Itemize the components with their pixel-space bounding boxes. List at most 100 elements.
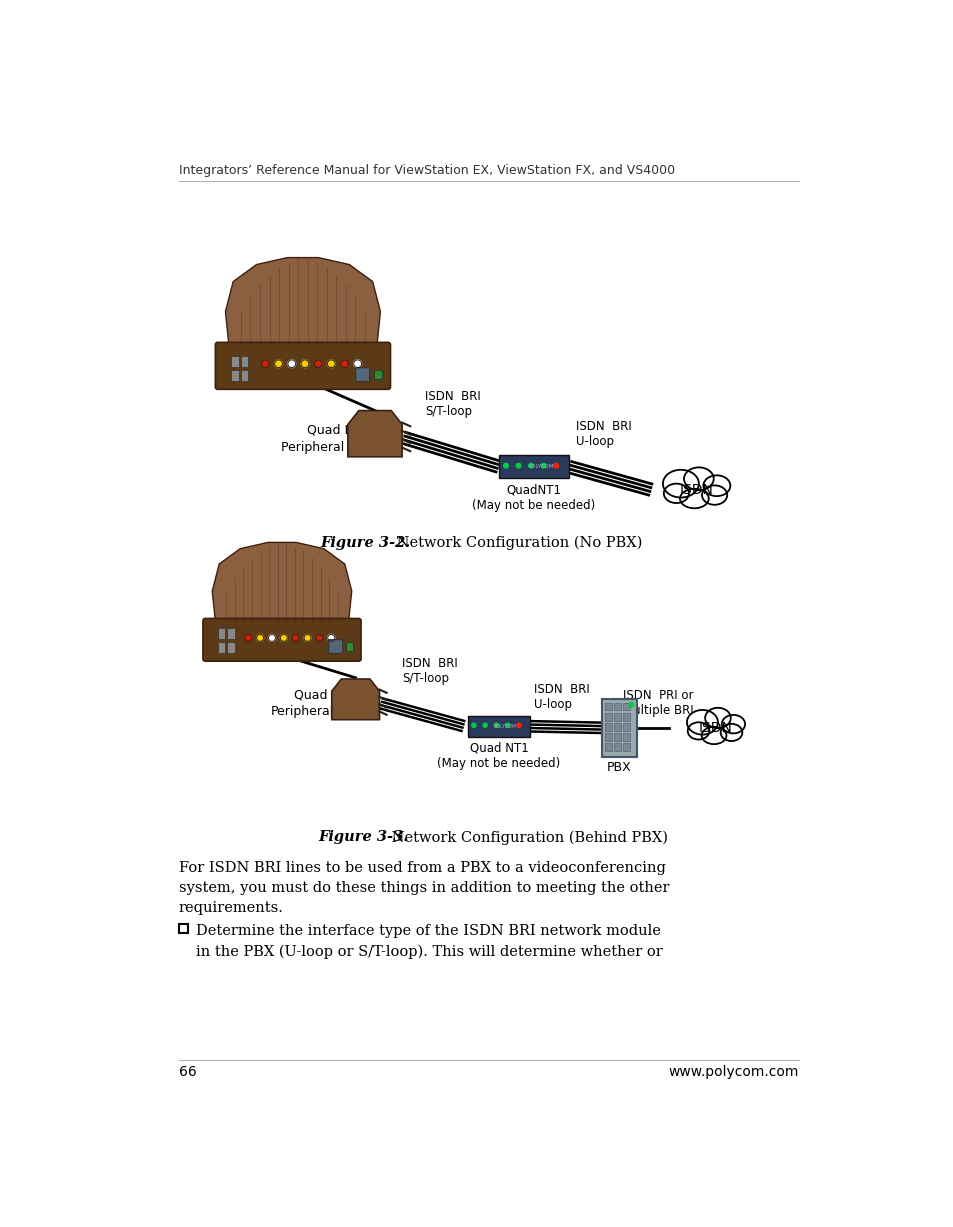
Circle shape <box>540 464 545 467</box>
FancyBboxPatch shape <box>217 642 225 653</box>
Circle shape <box>304 634 311 642</box>
FancyBboxPatch shape <box>231 371 239 380</box>
Text: Integrators’ Reference Manual for ViewStation EX, ViewStation FX, and VS4000: Integrators’ Reference Manual for ViewSt… <box>179 164 675 177</box>
Circle shape <box>328 634 335 642</box>
Ellipse shape <box>704 708 730 728</box>
Text: Figure 3-3.: Figure 3-3. <box>318 831 409 844</box>
Polygon shape <box>332 679 379 720</box>
Circle shape <box>503 464 508 467</box>
Text: ISDN  BRI
S/T-loop: ISDN BRI S/T-loop <box>425 390 480 418</box>
Text: PeripheralLink: PeripheralLink <box>270 706 359 718</box>
Ellipse shape <box>702 475 730 496</box>
Text: ISDN  PRI or
Multiple BRI: ISDN PRI or Multiple BRI <box>622 690 693 718</box>
Text: PBX: PBX <box>606 761 631 774</box>
Circle shape <box>554 464 558 467</box>
FancyBboxPatch shape <box>622 723 630 730</box>
Ellipse shape <box>700 726 725 744</box>
Text: POLYCOM: POLYCOM <box>528 464 553 469</box>
Circle shape <box>256 634 263 642</box>
FancyBboxPatch shape <box>345 642 353 652</box>
Circle shape <box>245 634 252 642</box>
FancyBboxPatch shape <box>227 628 234 639</box>
Circle shape <box>292 634 299 642</box>
FancyBboxPatch shape <box>227 642 234 653</box>
Circle shape <box>288 360 295 368</box>
Text: For ISDN BRI lines to be used from a PBX to a videoconferencing
system, you must: For ISDN BRI lines to be used from a PBX… <box>179 861 669 915</box>
Circle shape <box>482 723 487 728</box>
Circle shape <box>517 723 520 728</box>
FancyBboxPatch shape <box>240 371 248 380</box>
Polygon shape <box>225 258 380 347</box>
Circle shape <box>280 634 287 642</box>
Circle shape <box>327 360 335 368</box>
FancyBboxPatch shape <box>614 723 620 730</box>
Text: Network Configuration (Behind PBX): Network Configuration (Behind PBX) <box>386 831 667 844</box>
Text: POLYCOM: POLYCOM <box>493 724 517 729</box>
Ellipse shape <box>686 710 718 735</box>
Text: ISDN  BRI
S/T-loop: ISDN BRI S/T-loop <box>402 658 457 686</box>
Text: ISDN  BRI
U-loop: ISDN BRI U-loop <box>534 683 589 710</box>
Circle shape <box>528 464 533 467</box>
FancyBboxPatch shape <box>622 713 630 720</box>
Circle shape <box>268 634 275 642</box>
Circle shape <box>516 464 520 467</box>
Circle shape <box>472 723 476 728</box>
Text: Peripheral Link: Peripheral Link <box>281 440 374 454</box>
Circle shape <box>314 360 322 368</box>
FancyBboxPatch shape <box>601 699 636 757</box>
FancyBboxPatch shape <box>604 742 611 751</box>
Text: Quad BRI: Quad BRI <box>294 690 352 702</box>
Ellipse shape <box>720 724 741 741</box>
Circle shape <box>274 360 282 368</box>
Text: QuadNT1
(May not be needed): QuadNT1 (May not be needed) <box>472 483 595 512</box>
Ellipse shape <box>683 467 713 491</box>
FancyBboxPatch shape <box>329 639 342 654</box>
FancyBboxPatch shape <box>622 742 630 751</box>
FancyBboxPatch shape <box>231 356 239 367</box>
Text: www.polycom.com: www.polycom.com <box>668 1065 798 1079</box>
Ellipse shape <box>687 723 709 740</box>
Ellipse shape <box>701 486 726 504</box>
FancyBboxPatch shape <box>604 723 611 730</box>
Text: ISDN  BRI
U-loop: ISDN BRI U-loop <box>576 420 632 448</box>
Text: ISDN: ISDN <box>699 720 732 735</box>
Text: 66: 66 <box>179 1065 196 1079</box>
FancyBboxPatch shape <box>614 742 620 751</box>
Circle shape <box>354 360 361 368</box>
FancyBboxPatch shape <box>614 713 620 720</box>
Polygon shape <box>212 542 352 622</box>
Text: Quad BRI: Quad BRI <box>307 423 365 437</box>
FancyBboxPatch shape <box>355 368 369 382</box>
FancyBboxPatch shape <box>240 356 248 367</box>
Circle shape <box>261 360 269 368</box>
FancyBboxPatch shape <box>217 628 225 639</box>
FancyBboxPatch shape <box>604 703 611 710</box>
FancyBboxPatch shape <box>614 733 620 741</box>
Polygon shape <box>348 411 402 456</box>
Text: ISDN: ISDN <box>679 483 713 497</box>
FancyBboxPatch shape <box>203 618 360 661</box>
FancyBboxPatch shape <box>374 371 381 379</box>
Circle shape <box>340 360 348 368</box>
FancyBboxPatch shape <box>215 342 390 389</box>
Text: Figure 3-2.: Figure 3-2. <box>320 536 411 550</box>
FancyBboxPatch shape <box>179 924 188 934</box>
FancyBboxPatch shape <box>622 733 630 741</box>
FancyBboxPatch shape <box>498 455 568 479</box>
Circle shape <box>494 723 498 728</box>
FancyBboxPatch shape <box>604 713 611 720</box>
Text: Quad NT1
(May not be needed): Quad NT1 (May not be needed) <box>436 741 560 769</box>
Ellipse shape <box>679 488 708 508</box>
FancyBboxPatch shape <box>614 703 620 710</box>
Circle shape <box>301 360 309 368</box>
Ellipse shape <box>663 483 688 503</box>
FancyBboxPatch shape <box>604 733 611 741</box>
Text: Network Configuration (No PBX): Network Configuration (No PBX) <box>392 536 641 551</box>
FancyBboxPatch shape <box>467 715 530 736</box>
Ellipse shape <box>721 715 744 734</box>
Text: Determine the interface type of the ISDN BRI network module
in the PBX (U-loop o: Determine the interface type of the ISDN… <box>195 924 662 958</box>
Ellipse shape <box>662 470 699 497</box>
Circle shape <box>505 723 509 728</box>
Circle shape <box>315 634 322 642</box>
FancyBboxPatch shape <box>622 703 630 710</box>
